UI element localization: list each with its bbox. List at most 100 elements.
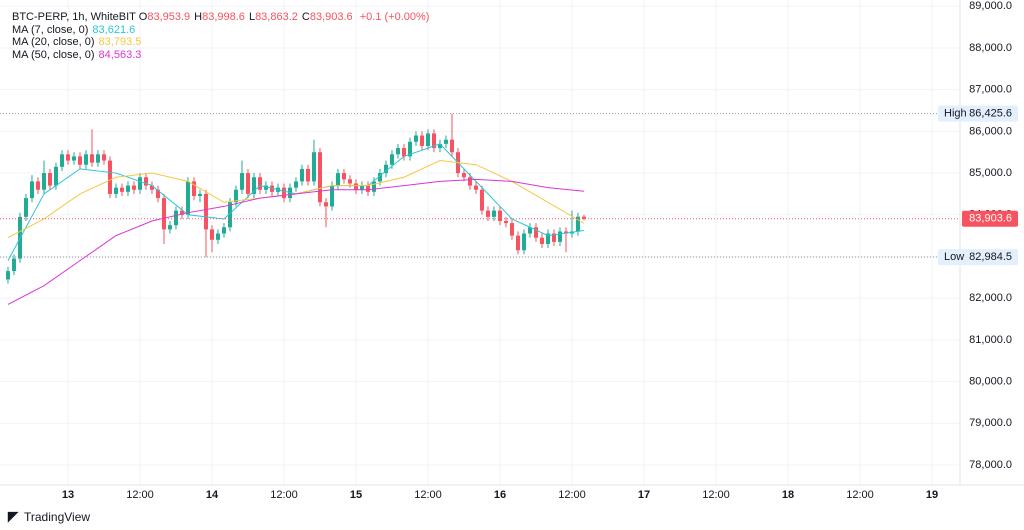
- price-tag: [938, 105, 1018, 122]
- candle-body: [65, 154, 70, 161]
- candle-body: [35, 181, 40, 190]
- candle-body: [185, 181, 190, 215]
- candle-body: [359, 185, 364, 190]
- x-tick-label: 14: [206, 489, 219, 501]
- candle-body: [485, 210, 490, 217]
- y-tick-label: 88,000.0: [969, 42, 1012, 54]
- candle-body: [479, 189, 484, 211]
- candle-body: [83, 154, 88, 165]
- y-tick-label: 81,000.0: [969, 334, 1012, 346]
- ohlc-value: 83,998.6: [202, 11, 245, 23]
- candle-body: [95, 154, 100, 163]
- header-row: BTC-PERP, 1h, WhiteBIT O83,953.9 H83,998.…: [12, 11, 429, 24]
- candle-body: [263, 185, 268, 190]
- price-tag: [938, 249, 1018, 266]
- candle-body: [365, 185, 370, 192]
- ohlc-key: H: [194, 11, 203, 23]
- candle-body: [161, 198, 166, 230]
- ma-value: 83,793.5: [98, 36, 142, 48]
- candle-body: [281, 187, 286, 199]
- candle-body: [125, 185, 130, 192]
- ma-name: MA (50, close, 0): [12, 48, 95, 61]
- candle-body: [551, 233, 556, 242]
- brand-logo-mark: ◤: [7, 508, 19, 523]
- y-tick-label: 80,000.0: [969, 375, 1012, 387]
- candle-body: [533, 227, 538, 238]
- candle-body: [107, 160, 112, 194]
- candle-body: [449, 139, 454, 153]
- candle-body: [221, 227, 226, 234]
- ohlc-key: L: [248, 11, 256, 23]
- candle-body: [383, 164, 388, 174]
- candle-body: [323, 202, 328, 207]
- ma-value: 83,621.6: [92, 23, 136, 36]
- candle-body: [143, 177, 148, 186]
- candle-body: [203, 193, 208, 230]
- candle-body: [353, 183, 358, 190]
- candle-body: [251, 177, 256, 194]
- candle-body: [119, 187, 124, 192]
- ma-value: 84,563.3: [98, 48, 142, 61]
- price-tag-value: 82,984.5: [969, 251, 1012, 263]
- ma-line: [7, 178, 585, 305]
- candle-body: [563, 231, 568, 234]
- ma-legend-row: MA (20, close, 0) 83,793.5: [12, 36, 429, 49]
- x-tick-label: 12:00: [126, 489, 154, 501]
- ohlc: O83,953.9 H83,998.6 L83,863.2 C83,903.6: [139, 11, 357, 23]
- candle-body: [335, 173, 340, 186]
- candle-body: [191, 181, 196, 197]
- candle-body: [299, 168, 304, 182]
- candle-body: [239, 173, 244, 190]
- y-tick-label: 79,000.0: [969, 417, 1012, 429]
- ma-name: MA (20, close, 0): [12, 36, 95, 48]
- candle-body: [395, 148, 400, 155]
- candle-body: [389, 154, 394, 165]
- last-price-tag: [962, 210, 1018, 227]
- candle-body: [443, 139, 448, 144]
- ma-line: [7, 160, 585, 239]
- candle-body: [233, 189, 238, 203]
- x-tick-label: 17: [638, 489, 650, 501]
- candle-body: [425, 133, 430, 146]
- ohlc-key: O: [138, 11, 148, 23]
- ohlc-value: 83,863.2: [255, 11, 298, 23]
- candle-body: [167, 225, 172, 230]
- candle-body: [173, 210, 178, 226]
- candle-body: [401, 148, 406, 157]
- candle-body: [89, 154, 94, 163]
- candle-body: [5, 271, 10, 280]
- ma-legend-row: MA (7, close, 0) 83,621.6: [12, 24, 429, 37]
- ma-line: [7, 143, 585, 261]
- candle-body: [155, 189, 160, 199]
- candle-body: [497, 210, 502, 222]
- candle-body: [413, 135, 418, 142]
- candle-body: [197, 193, 202, 197]
- y-tick-label: 86,000.0: [969, 125, 1012, 137]
- y-tick-label: 89,000.0: [969, 0, 1012, 12]
- candle-body: [521, 233, 526, 251]
- candle-body: [527, 227, 532, 234]
- candle-body: [461, 173, 466, 178]
- candle-body: [77, 156, 82, 165]
- candle-body: [131, 185, 136, 190]
- candle-body: [113, 187, 118, 194]
- candle-body: [305, 168, 310, 182]
- candle-body: [329, 185, 334, 207]
- candle-body: [545, 233, 550, 244]
- candle-body: [419, 135, 424, 146]
- x-tick-label: 12:00: [270, 489, 298, 501]
- candle-body: [47, 173, 52, 186]
- candle-body: [209, 229, 214, 240]
- candle-body: [341, 173, 346, 180]
- y-tick-label: 78,000.0: [969, 459, 1012, 471]
- candle-body: [53, 166, 58, 186]
- x-tick-label: 18: [782, 489, 794, 501]
- price-tag-name: Low: [944, 251, 964, 263]
- candle-body: [371, 181, 376, 192]
- candle-body: [515, 235, 520, 251]
- ma-name: MA (7, close, 0): [12, 23, 89, 36]
- candle-body: [23, 198, 28, 217]
- symbol-title: BTC-PERP, 1h, WhiteBIT: [12, 11, 136, 23]
- ma-legend: MA (7, close, 0) 83,621.6 MA (20, close, 0…: [12, 24, 429, 62]
